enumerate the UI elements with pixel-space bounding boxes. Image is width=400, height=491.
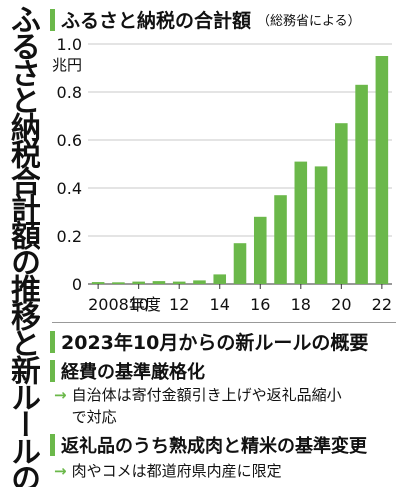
bar: [233, 243, 247, 284]
arrow-right-icon: →: [54, 462, 67, 480]
bar: [112, 282, 125, 284]
bar: [335, 123, 348, 284]
y-tick-label: 0: [72, 275, 82, 294]
rule-heading: 経費の基準厳格化: [50, 358, 205, 384]
rule-detail: → 肉やコメは都道府県内産に限定: [54, 462, 282, 480]
section-marker: [50, 330, 55, 353]
x-tick-label: 16: [250, 295, 270, 314]
bar: [314, 166, 328, 284]
bar: [253, 216, 267, 284]
rules-title: 2023年10月からの新ルールの概要: [61, 332, 369, 354]
rule-heading: 返礼品のうち熟成肉と精米の基準変更: [50, 432, 367, 458]
rule-marker: [50, 360, 55, 382]
y-tick-label: 0.4: [57, 179, 82, 198]
y-tick-label: 0.8: [57, 83, 82, 102]
vertical-title: ふるさと納税合計額の推移と新ルールの概要: [5, 4, 40, 487]
bar: [294, 161, 308, 284]
source-note: （総務省による）: [257, 14, 361, 29]
x-tick-label: 22: [372, 295, 392, 314]
bar: [213, 274, 227, 284]
y-tick-label: 0.6: [57, 131, 82, 150]
divider: [52, 322, 396, 323]
main-panel: ふるさと納税の合計額 （総務省による） 0 0.2 0.4 0.6 0.8 1.0 兆円 20…: [42, 0, 400, 491]
bar: [172, 281, 186, 284]
bar: [132, 281, 145, 284]
y-tick-label: 1.0: [57, 35, 82, 54]
x-tick-label: 20: [331, 295, 351, 314]
bar: [91, 282, 105, 284]
arrow-right-icon: →: [54, 386, 67, 404]
rule-marker: [50, 434, 55, 456]
rule-detail: → 自治体は寄付金額引き上げや返礼品縮小で対応: [54, 386, 342, 426]
y-unit-label: 兆円: [52, 56, 82, 74]
x-tick-label: 10: [128, 295, 148, 314]
x-tick-label: 14: [210, 295, 230, 314]
bar: [375, 56, 389, 284]
chart-title: ふるさと納税の合計額: [61, 10, 252, 32]
bar: [193, 280, 206, 284]
bar: [274, 195, 287, 284]
rules-section-header: 2023年10月からの新ルールの概要: [50, 328, 368, 355]
x-tick-label: 12: [169, 295, 189, 314]
bar: [152, 281, 166, 284]
section-marker: [50, 8, 55, 31]
x-tick-label: 2008年度: [88, 295, 161, 314]
chart-section-header: ふるさと納税の合計額 （総務省による）: [50, 6, 361, 33]
bar: [355, 84, 368, 284]
x-tick-label: 18: [291, 295, 311, 314]
y-tick-label: 0.2: [57, 227, 82, 246]
